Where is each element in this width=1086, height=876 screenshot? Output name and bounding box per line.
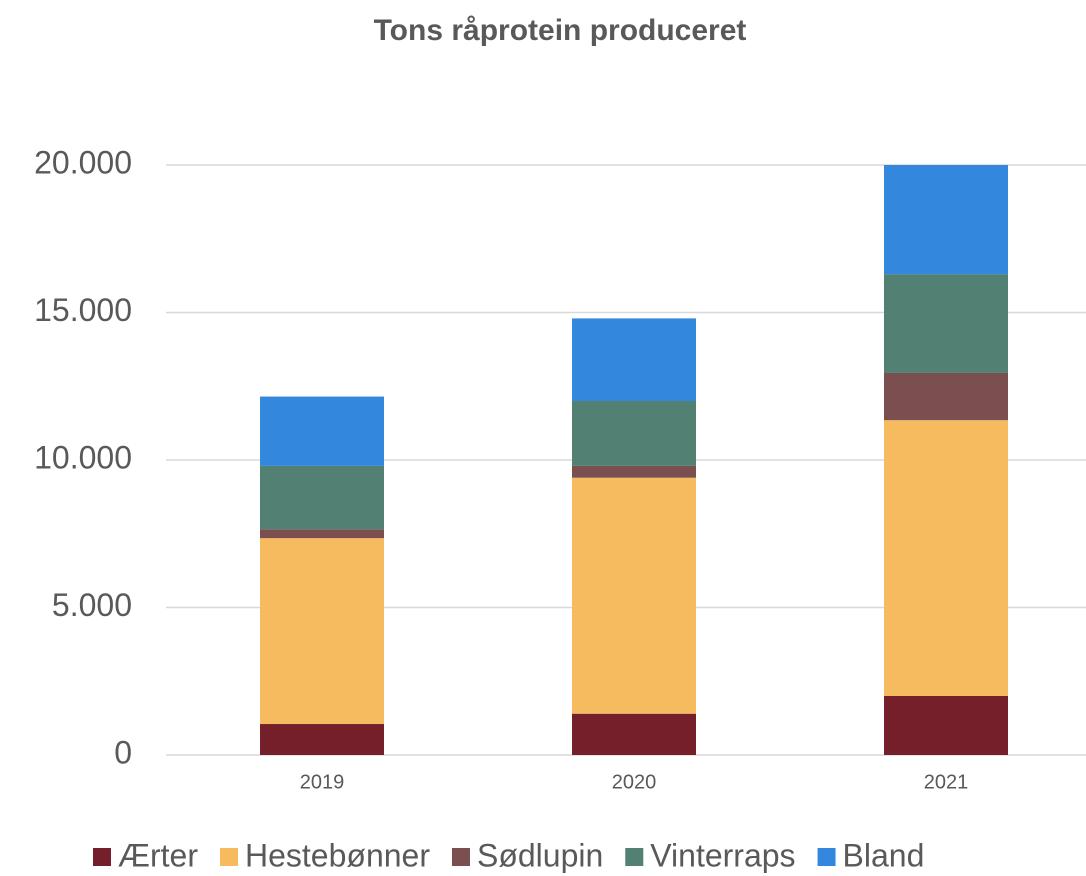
legend-label: Hestebønner (245, 837, 430, 873)
bar-segment (572, 318, 696, 401)
bar-segment (884, 420, 1008, 696)
bar-segment (260, 465, 384, 530)
bar-segment (884, 372, 1008, 421)
chart-title: Tons råprotein produceret (374, 14, 747, 47)
bar-segment (260, 529, 384, 539)
bar-segment (884, 274, 1008, 373)
legend-label: Vinterraps (650, 837, 795, 873)
y-tick-label: 0 (114, 734, 132, 770)
bar-segment (572, 465, 696, 478)
legend-swatch (625, 848, 644, 866)
bar-segment (260, 724, 384, 755)
y-tick-label: 5.000 (52, 587, 132, 623)
x-tick-label: 2020 (612, 771, 657, 793)
bar-segment (572, 401, 696, 466)
legend-label: Sødlupin (477, 837, 603, 873)
legend-swatch (451, 848, 470, 866)
bar-segment (572, 477, 696, 714)
bar-segment (260, 396, 384, 466)
legend-label: Bland (843, 837, 925, 873)
bar-segment (884, 165, 1008, 275)
bar-segment (260, 538, 384, 725)
legend-swatch (817, 848, 836, 866)
bar-segment (572, 713, 696, 755)
bar-segment (884, 696, 1008, 755)
y-tick-label: 20.000 (34, 144, 132, 180)
legend-label: Ærter (118, 837, 198, 873)
legend-swatch (93, 848, 111, 866)
legend-swatch (220, 848, 238, 866)
x-tick-label: 2019 (300, 771, 345, 793)
y-tick-label: 10.000 (34, 439, 132, 475)
x-tick-label: 2021 (924, 771, 969, 793)
y-tick-label: 15.000 (34, 292, 132, 328)
